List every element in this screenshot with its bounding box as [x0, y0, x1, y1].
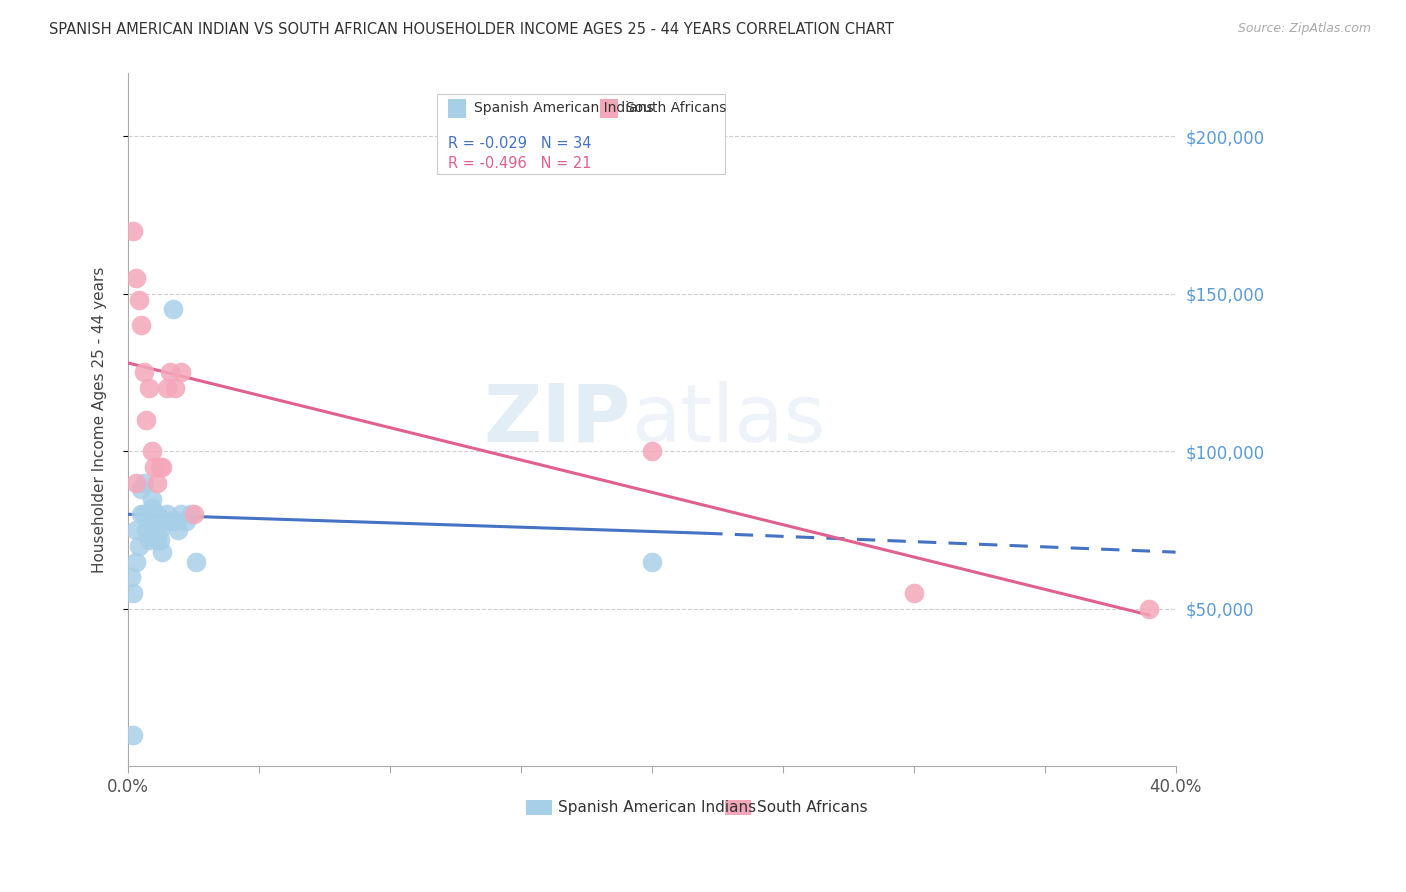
Point: [141, 491, 163, 506]
Point: [156, 381, 179, 395]
Point: [169, 508, 191, 522]
Point: [132, 508, 155, 522]
Point: [159, 366, 181, 380]
Text: R = -0.496   N = 21: R = -0.496 N = 21: [447, 155, 591, 170]
Y-axis label: Householder Income Ages 25 - 44 years: Householder Income Ages 25 - 44 years: [93, 267, 107, 573]
Point: [150, 545, 173, 559]
Point: [165, 514, 187, 528]
Point: [174, 514, 197, 528]
Point: [1139, 602, 1161, 616]
Point: [132, 366, 155, 380]
Point: [183, 508, 205, 522]
Text: SPANISH AMERICAN INDIAN VS SOUTH AFRICAN HOUSEHOLDER INCOME AGES 25 - 44 YEARS C: SPANISH AMERICAN INDIAN VS SOUTH AFRICAN…: [49, 22, 894, 37]
Point: [169, 366, 191, 380]
Point: [138, 381, 160, 395]
Point: [128, 539, 150, 553]
Point: [120, 570, 142, 584]
Point: [180, 508, 202, 522]
FancyBboxPatch shape: [447, 99, 467, 118]
Point: [125, 555, 148, 569]
Point: [150, 460, 173, 475]
Point: [143, 523, 166, 537]
FancyBboxPatch shape: [526, 800, 553, 815]
Point: [125, 523, 148, 537]
FancyBboxPatch shape: [599, 99, 619, 118]
Point: [165, 381, 187, 395]
Point: [146, 508, 169, 522]
Point: [149, 523, 172, 537]
Point: [125, 271, 148, 285]
Point: [141, 501, 163, 516]
Text: atlas: atlas: [631, 381, 825, 458]
Point: [149, 460, 172, 475]
Point: [141, 444, 163, 458]
Point: [156, 508, 179, 522]
Text: South Africans: South Africans: [626, 102, 725, 115]
Point: [122, 586, 145, 600]
Point: [159, 514, 181, 528]
Point: [146, 533, 169, 547]
Point: [138, 514, 160, 528]
Point: [641, 555, 664, 569]
Point: [186, 555, 208, 569]
Point: [125, 475, 148, 490]
Point: [153, 514, 176, 528]
Point: [135, 523, 157, 537]
Point: [167, 523, 190, 537]
Text: Spanish American Indians: Spanish American Indians: [558, 800, 756, 815]
Point: [128, 293, 150, 307]
Point: [146, 475, 169, 490]
Point: [135, 508, 157, 522]
Point: [129, 508, 152, 522]
FancyBboxPatch shape: [725, 800, 751, 815]
Point: [132, 475, 155, 490]
Point: [143, 514, 166, 528]
Point: [143, 460, 166, 475]
FancyBboxPatch shape: [437, 94, 725, 174]
Point: [135, 413, 157, 427]
Point: [122, 224, 145, 238]
Text: R = -0.029   N = 34: R = -0.029 N = 34: [447, 136, 591, 152]
Point: [149, 533, 172, 547]
Point: [129, 318, 152, 333]
Text: Source: ZipAtlas.com: Source: ZipAtlas.com: [1237, 22, 1371, 36]
Text: ZIP: ZIP: [484, 381, 631, 458]
Text: South Africans: South Africans: [756, 800, 868, 815]
Point: [641, 444, 664, 458]
Point: [162, 302, 184, 317]
Point: [903, 586, 925, 600]
Point: [129, 482, 152, 496]
Text: Spanish American Indians: Spanish American Indians: [474, 102, 654, 115]
Point: [122, 728, 145, 742]
Point: [138, 533, 160, 547]
